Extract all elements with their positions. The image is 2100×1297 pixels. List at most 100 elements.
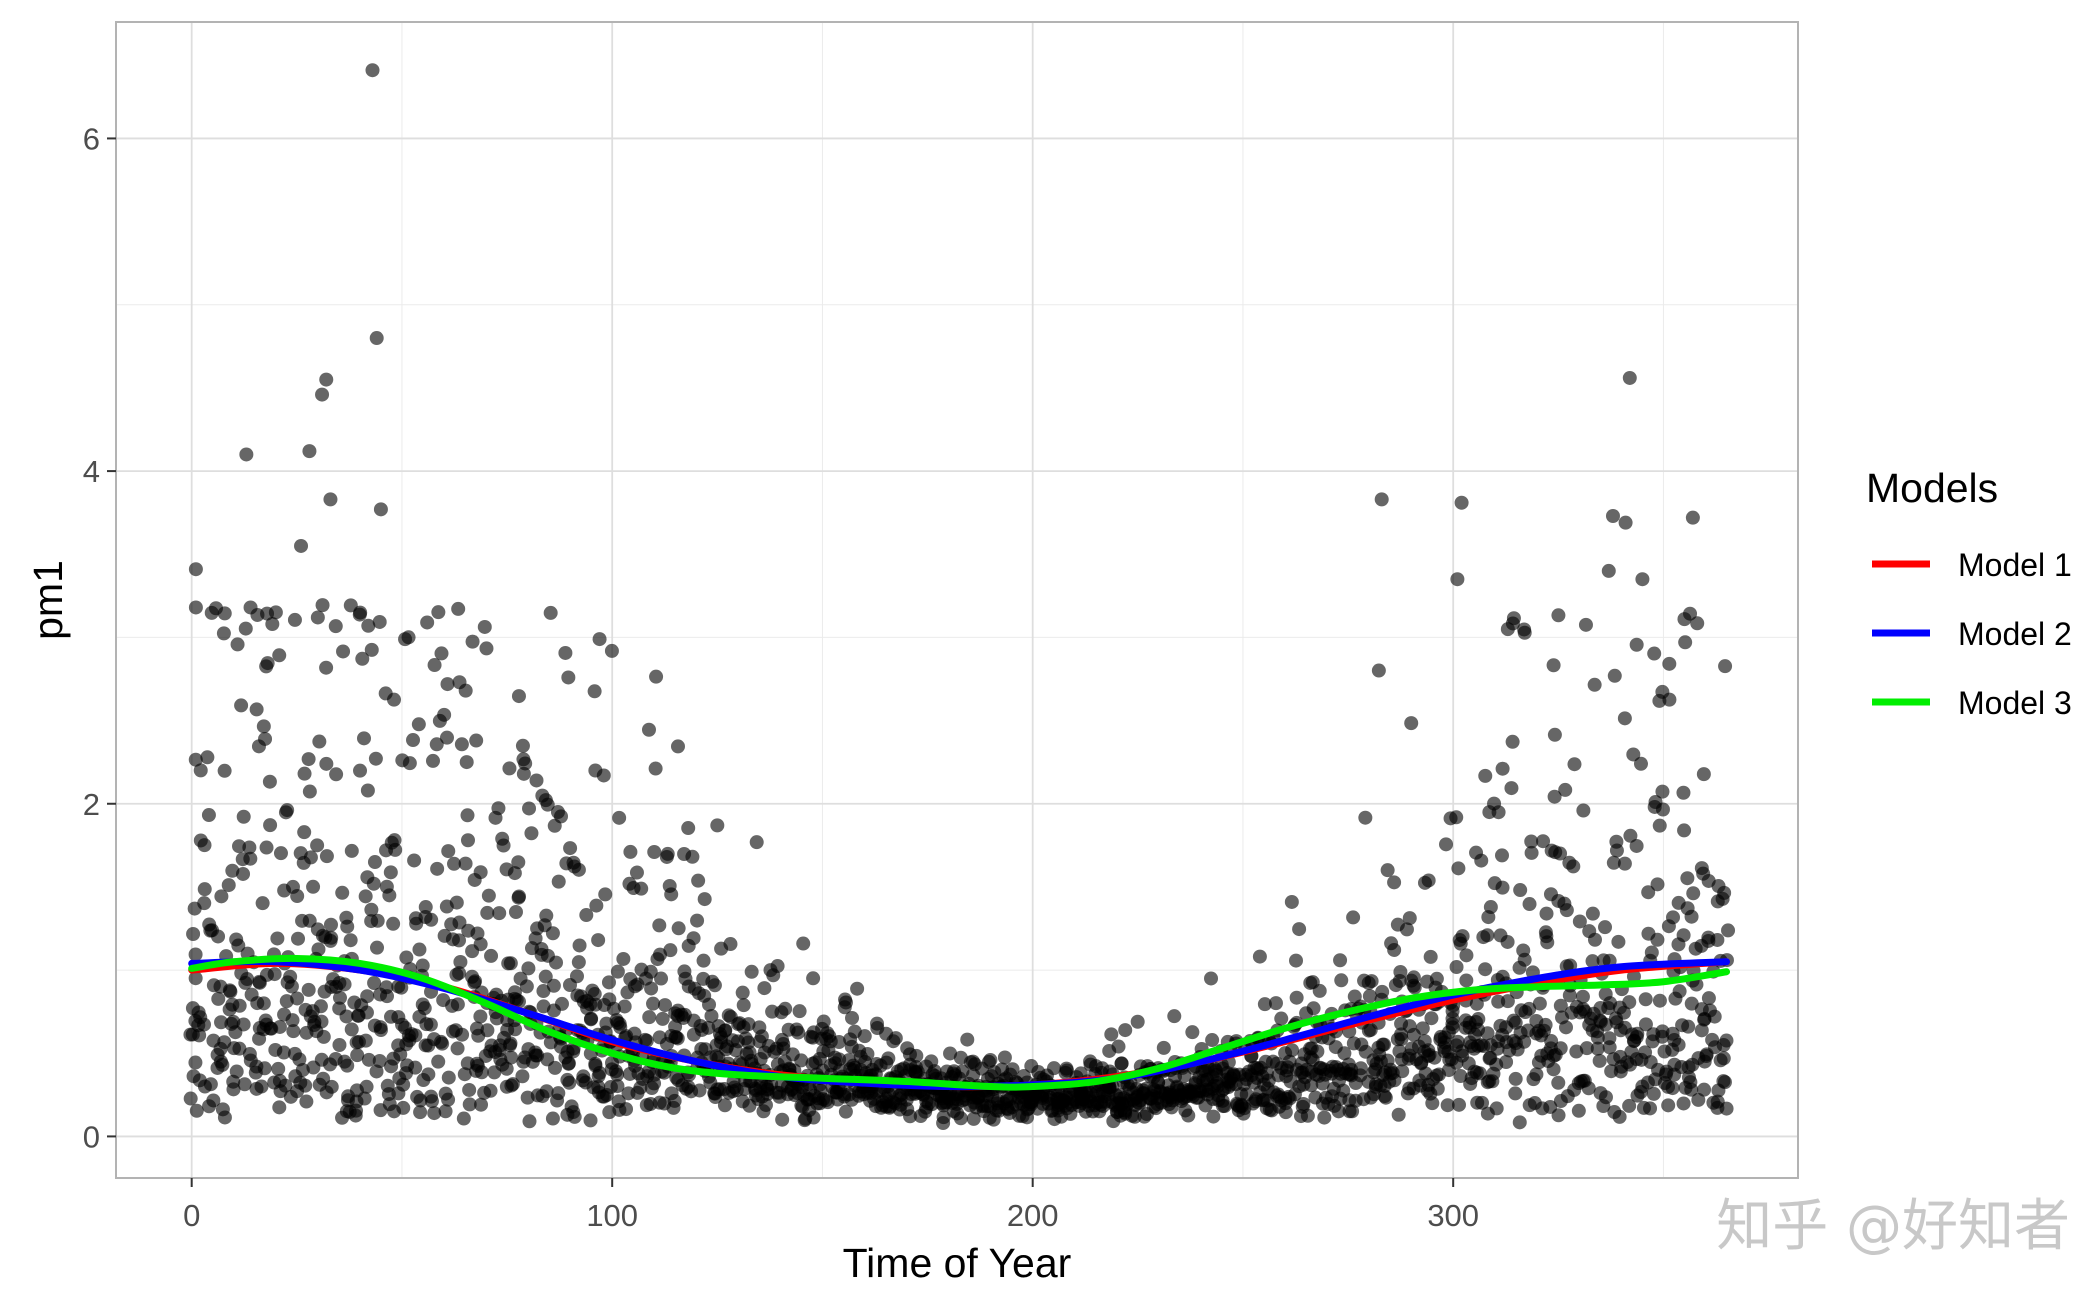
data-point xyxy=(301,982,316,997)
data-point xyxy=(1598,1017,1613,1032)
data-point xyxy=(1451,861,1466,876)
data-point xyxy=(850,981,865,996)
data-point xyxy=(408,1060,423,1075)
data-point xyxy=(1689,977,1704,992)
data-point xyxy=(562,1075,577,1090)
data-point xyxy=(191,1005,206,1020)
data-point xyxy=(792,1004,807,1019)
data-point xyxy=(1423,949,1438,964)
data-point xyxy=(197,838,212,853)
data-point xyxy=(230,637,245,652)
data-point xyxy=(838,995,853,1010)
data-point xyxy=(741,1017,756,1032)
data-point xyxy=(571,955,586,970)
data-point xyxy=(254,1079,269,1094)
data-point xyxy=(366,876,381,891)
data-point xyxy=(1377,1037,1392,1052)
data-point xyxy=(236,809,251,824)
data-point-outlier xyxy=(315,387,330,402)
data-point xyxy=(221,878,236,893)
data-point xyxy=(370,913,385,928)
data-point xyxy=(1680,871,1695,886)
data-point xyxy=(696,953,711,968)
data-point xyxy=(232,1041,247,1056)
data-point xyxy=(598,887,613,902)
data-point xyxy=(589,898,604,913)
data-point xyxy=(1310,1044,1325,1059)
data-point-outlier xyxy=(420,615,435,630)
data-point xyxy=(458,856,473,871)
data-point xyxy=(1517,1034,1532,1049)
data-point xyxy=(1647,646,1662,661)
data-point xyxy=(860,1046,875,1061)
data-point xyxy=(507,866,522,881)
data-point xyxy=(522,1114,537,1129)
data-point-outlier xyxy=(1374,492,1389,507)
data-point xyxy=(1697,1082,1712,1097)
data-point xyxy=(511,855,526,870)
watermark-text: 知乎 @好知者 xyxy=(1716,1194,2070,1259)
data-point xyxy=(292,1052,307,1067)
data-point xyxy=(610,1079,625,1094)
data-point xyxy=(1453,1069,1468,1084)
data-point xyxy=(1424,1011,1439,1026)
data-point xyxy=(610,964,625,979)
data-point xyxy=(272,1100,287,1115)
data-point xyxy=(1644,945,1659,960)
data-point xyxy=(1684,909,1699,924)
data-point xyxy=(236,866,251,881)
data-point xyxy=(960,1032,975,1047)
data-point xyxy=(1469,1065,1484,1080)
legend: Models Model 1 Model 2 Model 3 xyxy=(1866,465,2072,721)
data-point xyxy=(561,1056,576,1071)
data-point xyxy=(1500,934,1515,949)
data-point-outlier xyxy=(1635,572,1650,587)
data-point xyxy=(1304,1078,1319,1093)
data-point xyxy=(188,971,203,986)
data-point xyxy=(569,969,584,984)
data-point xyxy=(583,1012,598,1027)
data-point xyxy=(670,739,685,754)
data-point xyxy=(1626,969,1641,984)
data-point xyxy=(943,1046,958,1061)
data-point xyxy=(1425,1096,1440,1111)
data-point xyxy=(604,643,619,658)
data-point xyxy=(1499,1054,1514,1069)
data-point xyxy=(355,651,370,666)
data-point xyxy=(547,1060,562,1075)
data-point xyxy=(314,1014,329,1029)
data-point xyxy=(1300,1108,1315,1123)
data-point xyxy=(462,1097,477,1112)
data-point xyxy=(1114,1056,1129,1071)
data-point xyxy=(1676,928,1691,943)
data-point xyxy=(460,833,475,848)
data-point xyxy=(427,658,442,673)
data-point xyxy=(412,942,427,957)
data-point xyxy=(502,761,517,776)
data-point xyxy=(278,1078,293,1093)
data-point xyxy=(396,1077,411,1092)
data-point xyxy=(1268,996,1283,1011)
data-point xyxy=(1505,734,1520,749)
data-point xyxy=(1662,656,1677,671)
data-point xyxy=(515,1069,530,1084)
data-point xyxy=(1517,622,1532,637)
data-point xyxy=(1451,1097,1466,1112)
data-point xyxy=(1563,958,1578,973)
data-point xyxy=(1471,1012,1486,1027)
data-point xyxy=(313,999,328,1014)
data-point xyxy=(236,1017,251,1032)
data-point xyxy=(806,1110,821,1125)
data-point xyxy=(303,850,318,865)
data-point xyxy=(686,931,701,946)
data-point xyxy=(301,752,316,767)
data-point-outlier xyxy=(1500,622,1515,637)
data-point xyxy=(437,707,452,722)
data-point xyxy=(323,917,338,932)
data-point xyxy=(881,1051,896,1066)
data-point xyxy=(638,1032,653,1047)
data-point xyxy=(234,698,249,713)
data-point-outlier xyxy=(1685,510,1700,525)
data-point xyxy=(193,763,208,778)
data-point xyxy=(386,916,401,931)
